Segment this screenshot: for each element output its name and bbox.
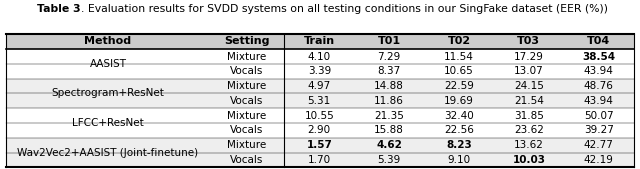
Text: 1.70: 1.70	[308, 155, 331, 165]
Text: 4.62: 4.62	[376, 140, 402, 150]
Bar	[6, 138, 634, 153]
Bar	[6, 79, 634, 93]
Text: 43.94: 43.94	[584, 96, 614, 106]
Text: AASIST: AASIST	[90, 59, 127, 69]
Text: 43.94: 43.94	[584, 66, 614, 76]
Bar	[6, 34, 634, 49]
Text: 9.10: 9.10	[447, 155, 470, 165]
Text: Table 3. Evaluation results for SVDD systems on all testing conditions in our Si: Table 3. Evaluation results for SVDD sys…	[37, 4, 603, 14]
Text: 10.55: 10.55	[305, 111, 334, 121]
Text: 5.39: 5.39	[378, 155, 401, 165]
Bar	[6, 93, 634, 108]
Bar	[6, 49, 634, 64]
Text: Table 3: Table 3	[298, 4, 342, 14]
Text: Vocals: Vocals	[230, 155, 264, 165]
Text: 14.88: 14.88	[374, 81, 404, 91]
Text: 24.15: 24.15	[514, 81, 544, 91]
Text: Vocals: Vocals	[230, 96, 264, 106]
Text: Wav2Vec2+AASIST (Joint-finetune): Wav2Vec2+AASIST (Joint-finetune)	[17, 148, 198, 158]
Text: T04: T04	[587, 37, 611, 46]
Bar	[6, 123, 634, 138]
Text: 22.59: 22.59	[444, 81, 474, 91]
Text: 31.85: 31.85	[514, 111, 544, 121]
Text: T02: T02	[447, 37, 470, 46]
Text: Setting: Setting	[224, 37, 269, 46]
Text: . Evaluation results for SVDD systems on all testing conditions in our SingFake : . Evaluation results for SVDD systems on…	[81, 4, 608, 14]
Text: 21.54: 21.54	[514, 96, 544, 106]
Bar	[6, 64, 634, 79]
Bar	[6, 153, 634, 167]
Text: 48.76: 48.76	[584, 81, 614, 91]
Text: 32.40: 32.40	[444, 111, 474, 121]
Text: 39.27: 39.27	[584, 125, 614, 135]
Text: 4.10: 4.10	[308, 52, 331, 62]
Text: T03: T03	[517, 37, 540, 46]
Text: 13.07: 13.07	[514, 66, 544, 76]
Text: 13.62: 13.62	[514, 140, 544, 150]
Text: Mixture: Mixture	[227, 81, 267, 91]
Text: 5.31: 5.31	[308, 96, 331, 106]
Text: Train: Train	[304, 37, 335, 46]
Text: 3.39: 3.39	[308, 66, 331, 76]
Text: Mixture: Mixture	[227, 52, 267, 62]
Text: Mixture: Mixture	[227, 111, 267, 121]
Text: 2.90: 2.90	[308, 125, 331, 135]
Text: T01: T01	[378, 37, 401, 46]
Text: 42.77: 42.77	[584, 140, 614, 150]
Text: 22.56: 22.56	[444, 125, 474, 135]
Text: 7.29: 7.29	[378, 52, 401, 62]
Text: 42.19: 42.19	[584, 155, 614, 165]
Text: 23.62: 23.62	[514, 125, 544, 135]
Text: 1.57: 1.57	[307, 140, 332, 150]
Text: 50.07: 50.07	[584, 111, 614, 121]
Bar	[6, 108, 634, 123]
Text: Method: Method	[84, 37, 132, 46]
Text: 8.23: 8.23	[446, 140, 472, 150]
Text: 11.54: 11.54	[444, 52, 474, 62]
Text: Table 3: Table 3	[37, 4, 81, 14]
Text: 17.29: 17.29	[514, 52, 544, 62]
Text: 38.54: 38.54	[582, 52, 615, 62]
Text: 4.97: 4.97	[308, 81, 331, 91]
Text: Vocals: Vocals	[230, 125, 264, 135]
Text: 21.35: 21.35	[374, 111, 404, 121]
Text: 10.03: 10.03	[513, 155, 545, 165]
Text: 15.88: 15.88	[374, 125, 404, 135]
Text: Vocals: Vocals	[230, 66, 264, 76]
Text: Mixture: Mixture	[227, 140, 267, 150]
Text: 8.37: 8.37	[378, 66, 401, 76]
Text: 10.65: 10.65	[444, 66, 474, 76]
Text: Spectrogram+ResNet: Spectrogram+ResNet	[52, 88, 164, 99]
Text: 19.69: 19.69	[444, 96, 474, 106]
Text: 11.86: 11.86	[374, 96, 404, 106]
Text: LFCC+ResNet: LFCC+ResNet	[72, 118, 144, 128]
